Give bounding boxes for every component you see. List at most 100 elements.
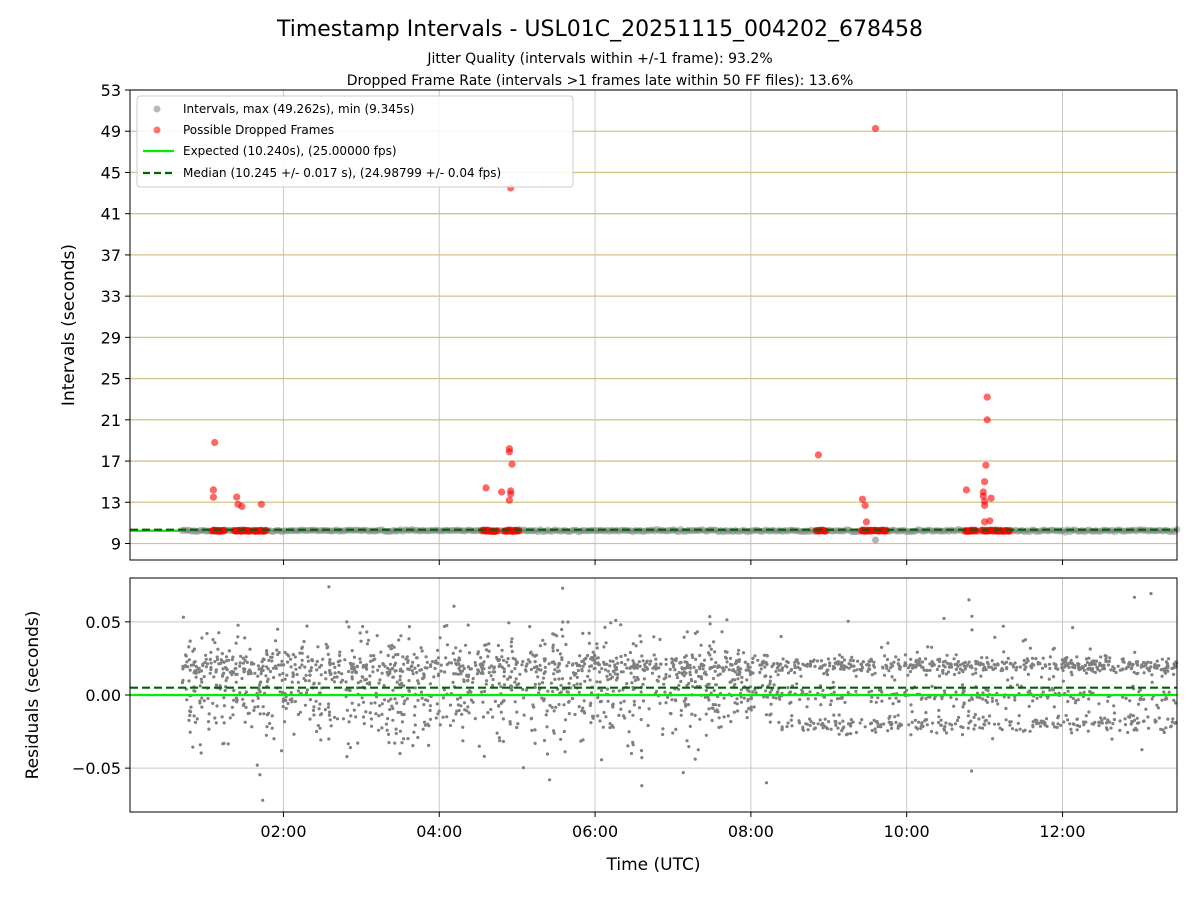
residual-point bbox=[619, 701, 623, 705]
residual-point bbox=[545, 725, 549, 729]
residual-point bbox=[832, 690, 836, 694]
residual-point bbox=[569, 676, 573, 680]
residual-point bbox=[361, 700, 366, 704]
residual-point bbox=[202, 699, 206, 703]
residual-point bbox=[908, 670, 913, 674]
residual-point bbox=[372, 654, 376, 658]
residual-point bbox=[693, 757, 697, 761]
dropped-frame-point bbox=[233, 493, 241, 501]
residual-point bbox=[195, 717, 199, 721]
residual-point bbox=[1084, 720, 1088, 724]
residual-point bbox=[942, 689, 947, 693]
residual-point bbox=[428, 704, 432, 708]
residual-point bbox=[806, 697, 810, 701]
residual-point bbox=[956, 660, 961, 664]
residual-point bbox=[347, 669, 351, 674]
residual-point bbox=[808, 690, 812, 694]
residual-point bbox=[497, 682, 501, 686]
residual-point bbox=[967, 709, 971, 714]
residual-point bbox=[623, 653, 627, 657]
residual-point bbox=[646, 723, 650, 728]
residual-point bbox=[949, 695, 953, 700]
residual-point bbox=[907, 723, 911, 727]
residuals-xtick-label-1: 04:00 bbox=[416, 822, 462, 841]
residual-point bbox=[985, 656, 989, 660]
residual-point bbox=[925, 718, 929, 722]
dropped-frame-point bbox=[209, 486, 217, 494]
residual-point bbox=[805, 662, 810, 666]
residual-point bbox=[509, 644, 513, 648]
residual-point bbox=[687, 745, 691, 749]
residual-point bbox=[713, 650, 717, 654]
residual-point bbox=[222, 671, 226, 675]
residual-point bbox=[737, 648, 741, 652]
residual-point bbox=[581, 631, 585, 636]
residual-point bbox=[377, 714, 381, 718]
residual-point bbox=[284, 695, 288, 699]
residual-point bbox=[973, 723, 977, 727]
residual-point bbox=[543, 665, 547, 670]
residual-point bbox=[476, 652, 480, 656]
residual-point bbox=[232, 670, 236, 674]
residual-point bbox=[631, 659, 635, 663]
residual-point bbox=[563, 750, 567, 754]
residual-point bbox=[749, 708, 753, 712]
residual-point bbox=[631, 642, 635, 646]
residual-point bbox=[737, 673, 741, 677]
residual-point bbox=[496, 643, 500, 648]
residual-point bbox=[803, 663, 807, 667]
residual-point bbox=[1106, 718, 1110, 722]
residual-point bbox=[482, 660, 486, 664]
residual-point bbox=[1026, 672, 1030, 677]
residual-point bbox=[894, 720, 898, 725]
residual-point bbox=[997, 722, 1001, 726]
residual-point bbox=[265, 713, 269, 717]
residual-point bbox=[928, 668, 932, 672]
residual-point bbox=[401, 655, 405, 659]
residual-point bbox=[379, 650, 383, 654]
residual-point bbox=[1068, 722, 1072, 726]
residual-point bbox=[724, 656, 729, 660]
residual-point bbox=[327, 713, 331, 717]
residual-point bbox=[586, 674, 590, 679]
residual-point bbox=[832, 713, 836, 717]
residual-point bbox=[786, 686, 790, 690]
residual-point bbox=[436, 674, 440, 678]
residual-point bbox=[688, 666, 693, 670]
residual-point bbox=[407, 667, 411, 672]
residual-point bbox=[1048, 688, 1052, 692]
residual-point bbox=[1121, 657, 1125, 661]
residual-point bbox=[274, 666, 278, 671]
residual-point bbox=[371, 658, 375, 662]
residual-point bbox=[948, 662, 953, 666]
residual-point bbox=[1150, 673, 1154, 677]
residual-point bbox=[445, 643, 450, 647]
residual-point bbox=[712, 664, 717, 669]
residual-point bbox=[421, 727, 425, 731]
residual-point bbox=[350, 664, 354, 668]
residual-point bbox=[1166, 657, 1171, 661]
residual-point bbox=[636, 677, 640, 682]
residual-point bbox=[1048, 655, 1052, 659]
residual-point bbox=[356, 741, 360, 745]
residual-point bbox=[1173, 721, 1177, 725]
residual-point bbox=[462, 666, 466, 671]
residuals-xtick-label-5: 12:00 bbox=[1039, 822, 1085, 841]
residual-point bbox=[552, 731, 556, 735]
dropped-frame-point bbox=[987, 494, 995, 502]
residual-point bbox=[257, 683, 262, 687]
residual-point bbox=[596, 656, 600, 660]
residual-point bbox=[459, 672, 463, 676]
residual-point bbox=[227, 649, 231, 653]
residual-point bbox=[652, 653, 656, 657]
residual-point bbox=[693, 713, 697, 718]
residual-point bbox=[200, 680, 204, 684]
residual-point bbox=[268, 669, 273, 674]
residual-point bbox=[389, 697, 393, 701]
residual-point bbox=[480, 667, 484, 671]
residual-point bbox=[643, 663, 647, 667]
residual-point bbox=[295, 672, 299, 677]
residual-point bbox=[928, 662, 932, 666]
residual-point bbox=[319, 738, 323, 742]
residual-point bbox=[805, 705, 809, 709]
